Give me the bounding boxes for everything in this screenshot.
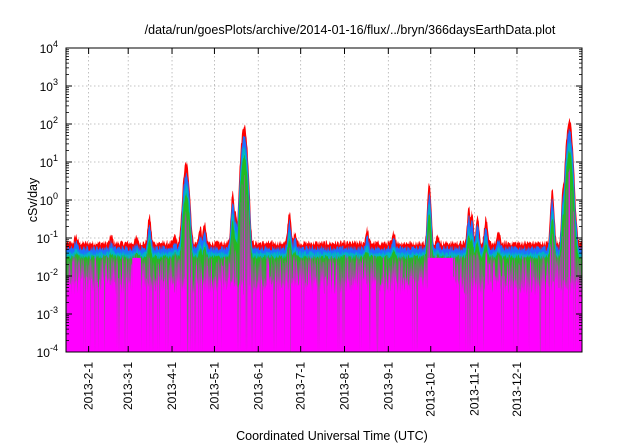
magenta-dropout-band <box>132 257 141 352</box>
y-tick-label: 100 <box>40 191 58 208</box>
magenta-dropout-band <box>427 257 454 352</box>
y-tick-label: 103 <box>40 77 58 94</box>
y-tick-label: 10-2 <box>37 267 58 284</box>
x-tick-label: 2013-4-1 <box>165 362 179 410</box>
axes: 10-4 10-3 10-2 10-1 100 101 102 103 104 2013-2-1 2… <box>37 39 583 417</box>
x-tick-label: 2013-7-1 <box>294 362 308 410</box>
y-tick-label: 10-1 <box>37 229 58 246</box>
y-tick-label: 101 <box>40 153 58 170</box>
x-tick-label: 2013-3-1 <box>121 362 135 410</box>
x-tick-label: 2013-12-1 <box>510 362 524 417</box>
x-tick-label: 2013-11-1 <box>468 362 482 416</box>
y-tick-label: 10-3 <box>37 305 58 322</box>
y-tick-label: 104 <box>40 39 58 56</box>
x-tick-label: 2013-10-1 <box>424 362 438 417</box>
y-tick-label: 102 <box>40 115 58 132</box>
x-tick-label: 2013-2-1 <box>82 362 96 410</box>
x-tick-label: 2013-6-1 <box>251 362 265 410</box>
x-axis-label: Coordinated Universal Time (UTC) <box>236 429 428 443</box>
y-axis-label: cSv/day <box>26 177 40 222</box>
x-tick-label: 2013-8-1 <box>337 362 351 410</box>
y-tick-label: 10-4 <box>37 343 58 360</box>
data-area <box>66 117 582 352</box>
plot-frame <box>65 47 583 353</box>
x-tick-label: 2013-5-1 <box>207 362 221 410</box>
x-tick-label: 2013-9-1 <box>381 362 395 410</box>
chart-title: /data/run/goesPlots/archive/2014-01-16/f… <box>145 23 556 37</box>
